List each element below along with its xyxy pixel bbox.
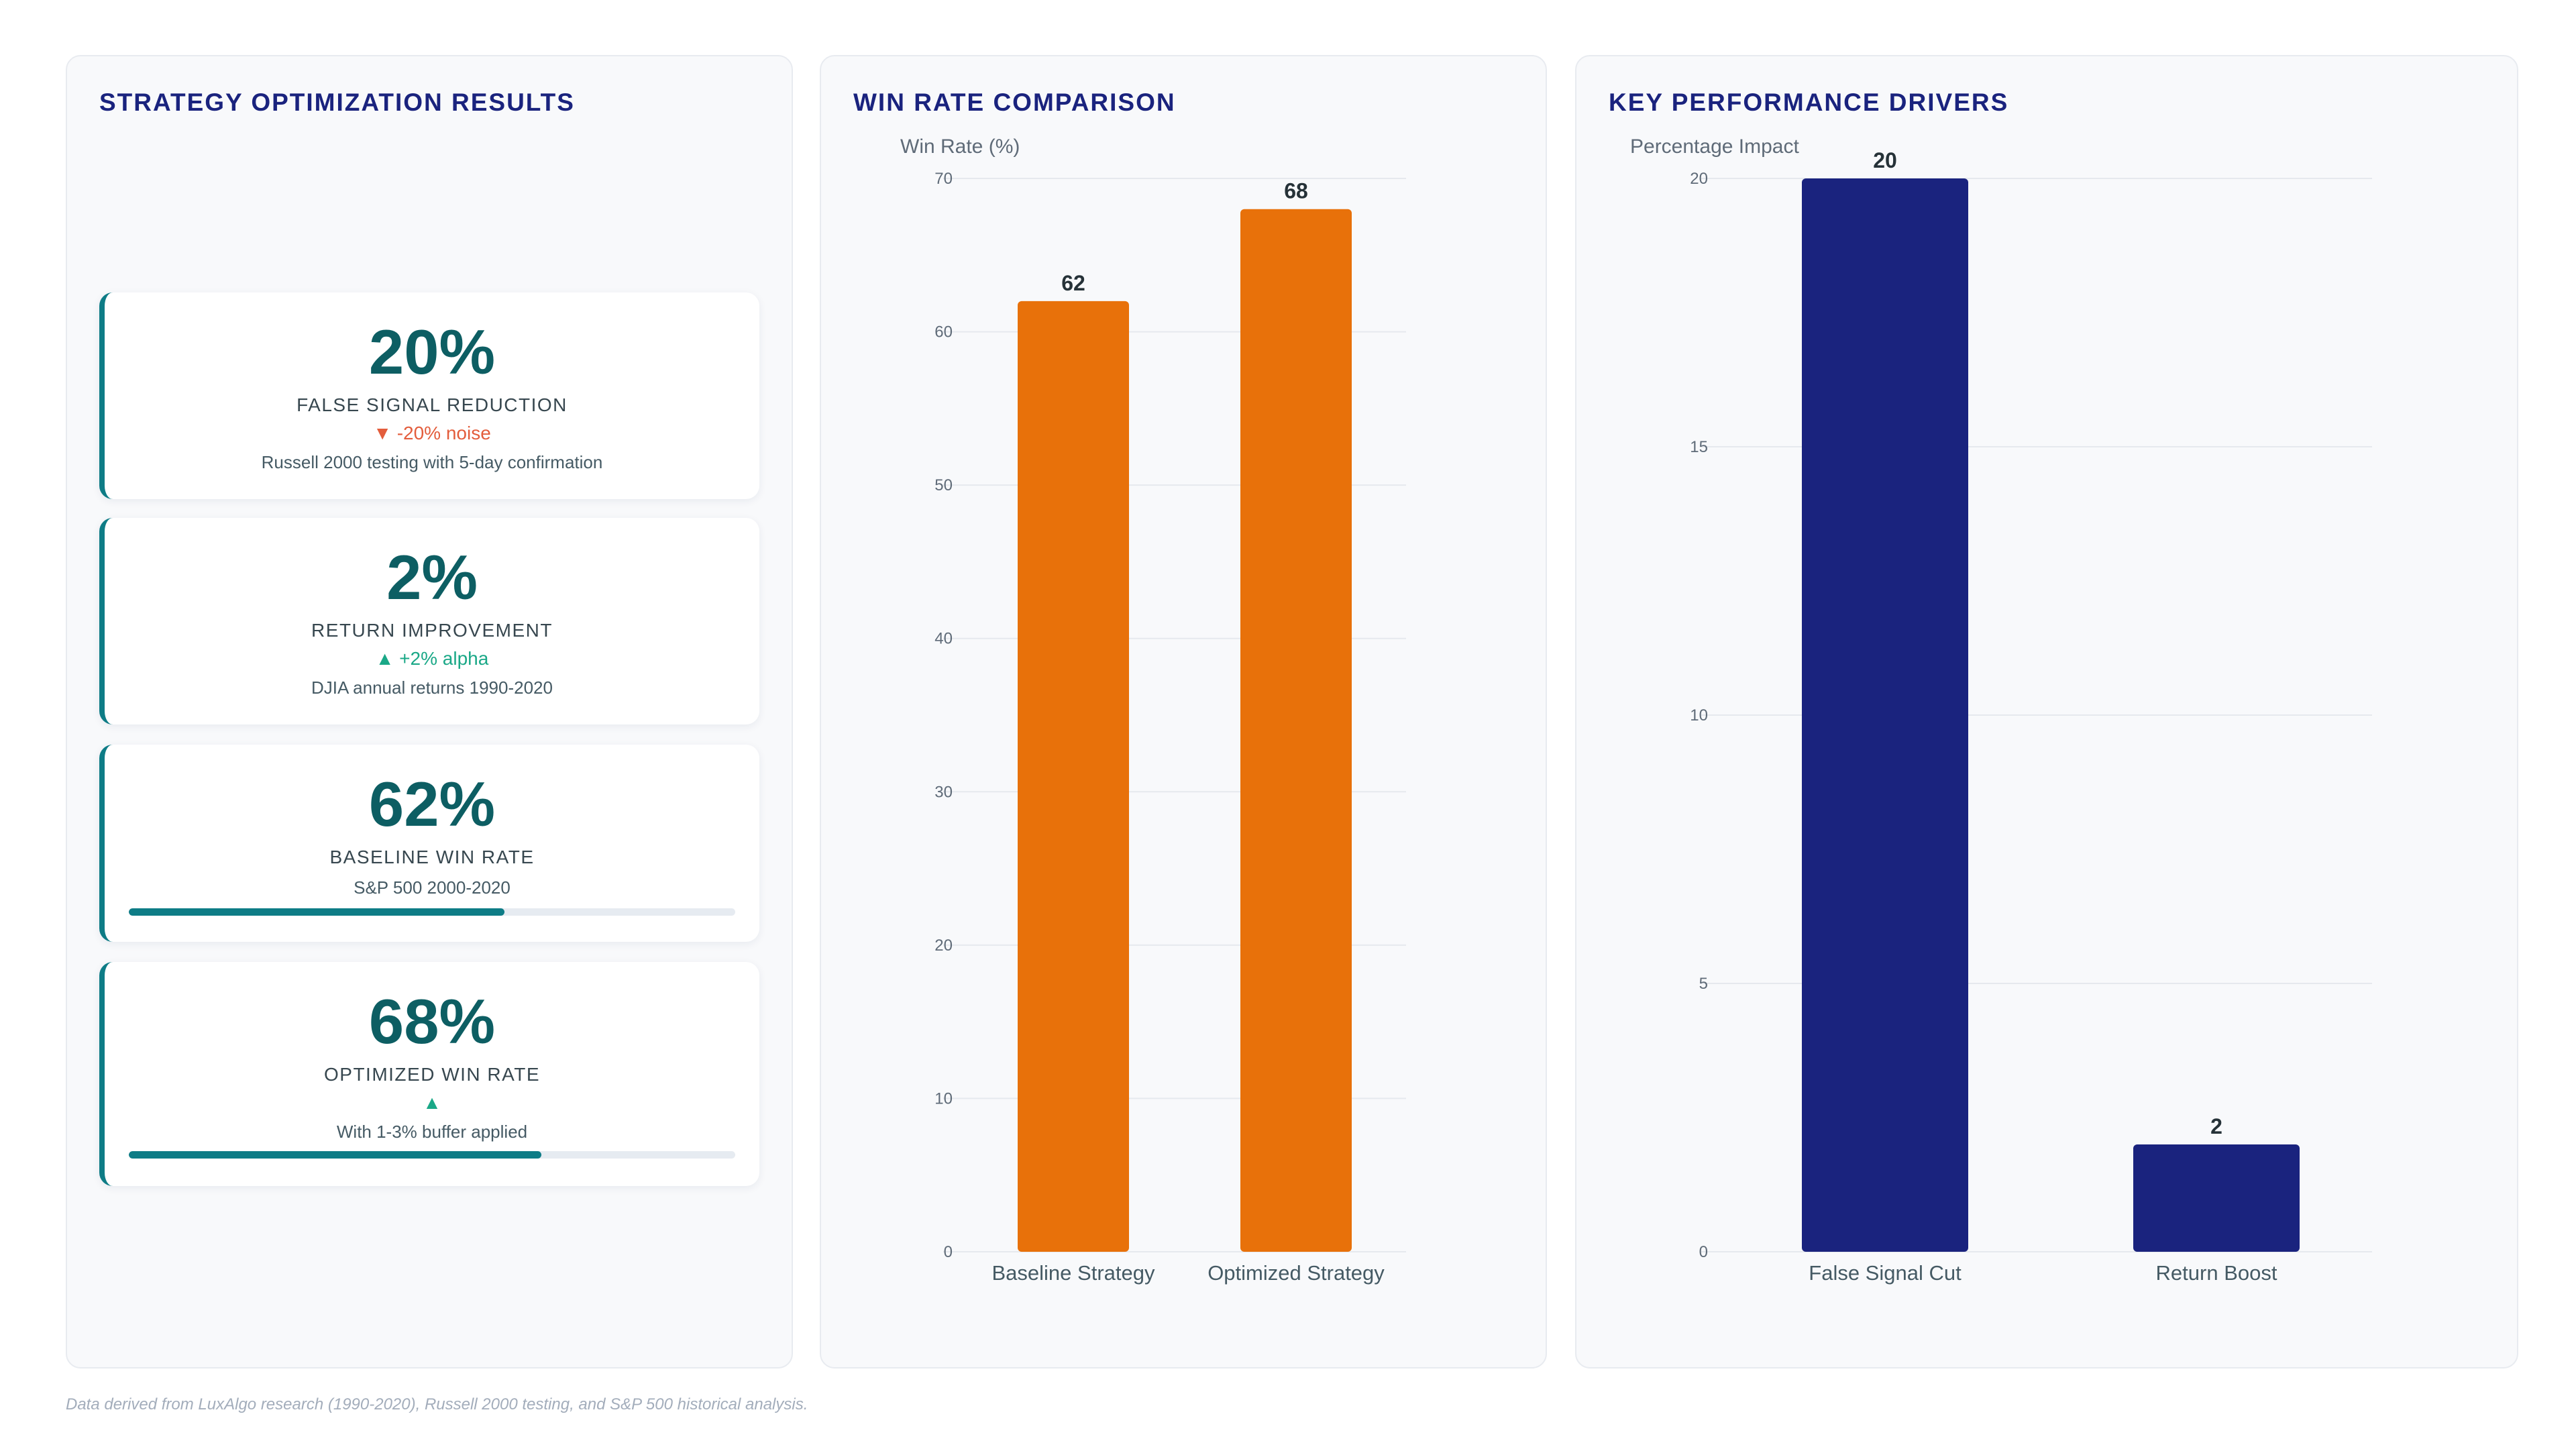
win-rate-chart: 0 10 20 30 40 50 60 70 Win Rate (%) 62 Baseline St…	[900, 136, 1406, 1285]
bar	[2133, 1144, 2300, 1252]
metric-change: ▲	[423, 1092, 441, 1113]
metric-source: S&P 500 2000-2020	[354, 877, 511, 898]
metric-source: With 1-3% buffer applied	[336, 1122, 528, 1142]
y-axis-label: Win Rate (%)	[900, 136, 1020, 158]
metric-change: ▼ -20% noise	[373, 423, 491, 443]
metric-label: BASELINE WIN RATE	[329, 847, 535, 867]
y-tick-label: 20	[934, 936, 953, 955]
progress-fill	[129, 1151, 541, 1159]
x-tick-label: Return Boost	[2156, 1261, 2277, 1285]
panel-title: STRATEGY OPTIMIZATION RESULTS	[99, 89, 575, 116]
metric-value: 20%	[368, 317, 496, 387]
panel-title: WIN RATE COMPARISON	[853, 89, 1176, 116]
metric-source: DJIA annual returns 1990-2020	[311, 678, 553, 698]
footer-note: Data derived from LuxAlgo research (1990…	[66, 1395, 808, 1413]
y-tick-label: 20	[1690, 170, 1708, 188]
y-tick-label: 60	[934, 323, 953, 341]
data-label: 20	[1873, 148, 1897, 172]
performance-drivers-chart: 0 5 10 15 20 Percentage Impact 20 False Signal …	[1630, 136, 2372, 1285]
metric-card-baseline-win-rate: 62% BASELINE WIN RATE S&P 500 2000-2020	[99, 745, 759, 942]
metric-card-return-improvement: 2% RETURN IMPROVEMENT ▲ +2% alpha DJIA a…	[99, 518, 759, 724]
y-tick-label: 10	[1690, 706, 1708, 724]
data-label: 2	[2210, 1114, 2222, 1138]
metric-change: ▲ +2% alpha	[375, 648, 489, 669]
x-tick-label: Optimized Strategy	[1208, 1261, 1385, 1285]
y-tick-label: 5	[1699, 975, 1708, 993]
y-axis-label: Percentage Impact	[1630, 136, 1799, 158]
y-tick-label: 70	[934, 170, 953, 188]
x-tick-label: Baseline Strategy	[992, 1261, 1155, 1285]
y-tick-label: 15	[1690, 438, 1708, 456]
x-tick-label: False Signal Cut	[1809, 1261, 1962, 1285]
metric-label: RETURN IMPROVEMENT	[311, 620, 553, 641]
metric-source: Russell 2000 testing with 5-day confirma…	[261, 452, 603, 472]
y-tick-label: 10	[934, 1089, 953, 1108]
bar	[1802, 178, 1968, 1252]
data-label: 62	[1061, 271, 1085, 295]
progress-fill	[129, 908, 505, 916]
metric-value: 62%	[368, 769, 496, 839]
y-tick-label: 0	[1699, 1243, 1708, 1261]
bar	[1018, 301, 1129, 1252]
strategy-results-panel: STRATEGY OPTIMIZATION RESULTS 20% FALSE …	[66, 55, 793, 1368]
y-tick-label: 0	[944, 1243, 953, 1261]
win-rate-panel: WIN RATE COMPARISON 0 10 20 30 40 50 60 70 Win R…	[820, 55, 1547, 1368]
metric-label: FALSE SIGNAL REDUCTION	[297, 394, 568, 415]
progress-bar	[129, 908, 735, 916]
y-tick-label: 50	[934, 476, 953, 494]
data-label: 68	[1284, 179, 1308, 203]
progress-bar	[129, 1151, 735, 1159]
y-tick-label: 30	[934, 783, 953, 801]
metric-card-false-signal: 20% FALSE SIGNAL REDUCTION ▼ -20% noise …	[99, 292, 759, 499]
metric-value: 68%	[368, 986, 496, 1057]
bar	[1240, 209, 1352, 1252]
metric-value: 2%	[386, 542, 478, 612]
y-tick-label: 40	[934, 630, 953, 648]
metric-label: OPTIMIZED WIN RATE	[323, 1064, 541, 1085]
metric-card-optimized-win-rate: 68% OPTIMIZED WIN RATE ▲ With 1-3% buffe…	[99, 962, 759, 1186]
panel-title: KEY PERFORMANCE DRIVERS	[1609, 89, 2009, 116]
performance-drivers-panel: KEY PERFORMANCE DRIVERS 0 5 10 15 20 Percenta…	[1575, 55, 2518, 1368]
